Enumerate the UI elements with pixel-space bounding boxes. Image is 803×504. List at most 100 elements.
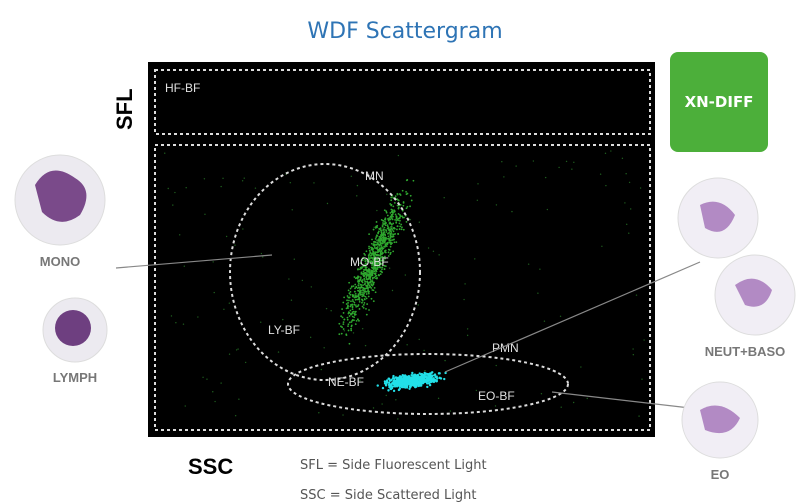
dot bbox=[404, 375, 407, 378]
dot bbox=[365, 250, 368, 253]
dot bbox=[367, 291, 370, 293]
dot bbox=[330, 310, 332, 312]
dot bbox=[376, 276, 378, 279]
cell-eo bbox=[681, 381, 759, 459]
dot bbox=[347, 305, 349, 308]
dot bbox=[383, 268, 386, 271]
dot bbox=[365, 274, 368, 277]
dot bbox=[343, 330, 346, 332]
dot bbox=[348, 296, 351, 299]
dot bbox=[342, 321, 345, 324]
dot bbox=[340, 315, 343, 318]
dot bbox=[380, 237, 383, 240]
dot bbox=[373, 245, 376, 247]
dot bbox=[361, 272, 363, 275]
dot bbox=[382, 259, 385, 261]
dot bbox=[369, 285, 372, 288]
dot bbox=[626, 223, 628, 226]
dot bbox=[363, 302, 366, 304]
dot bbox=[540, 393, 543, 395]
dot bbox=[353, 276, 356, 278]
dot bbox=[353, 316, 356, 319]
dot bbox=[418, 338, 420, 341]
dot bbox=[220, 185, 222, 188]
dot bbox=[384, 224, 387, 227]
dot bbox=[397, 233, 400, 235]
dot bbox=[379, 234, 382, 236]
dot bbox=[477, 183, 479, 185]
dot bbox=[380, 259, 383, 262]
dot bbox=[340, 332, 343, 335]
dot bbox=[393, 226, 396, 229]
dot bbox=[164, 152, 166, 154]
dot bbox=[375, 234, 378, 237]
dot bbox=[356, 195, 358, 197]
dot bbox=[396, 382, 399, 385]
dot bbox=[370, 287, 373, 289]
dot bbox=[427, 382, 431, 385]
dot bbox=[361, 327, 364, 330]
dot bbox=[379, 254, 381, 257]
dot bbox=[340, 325, 342, 328]
dot bbox=[395, 399, 397, 401]
dot bbox=[398, 222, 401, 225]
dot bbox=[374, 237, 377, 240]
dot bbox=[372, 228, 375, 231]
dot bbox=[397, 199, 400, 202]
region-label: NE-BF bbox=[328, 375, 364, 389]
dot bbox=[341, 308, 343, 310]
dot bbox=[391, 381, 394, 385]
dot bbox=[395, 241, 398, 244]
dot bbox=[406, 344, 408, 346]
dot bbox=[361, 305, 364, 308]
dot bbox=[371, 264, 373, 267]
dot bbox=[238, 398, 240, 400]
dot bbox=[367, 256, 370, 259]
dot bbox=[206, 378, 208, 380]
dot bbox=[351, 315, 354, 318]
dot bbox=[511, 210, 513, 213]
dot bbox=[347, 323, 350, 326]
dot bbox=[355, 320, 358, 322]
dot bbox=[410, 199, 413, 202]
dot bbox=[409, 218, 412, 221]
dot bbox=[400, 223, 403, 226]
dot bbox=[412, 179, 415, 182]
dot bbox=[285, 173, 287, 175]
dot bbox=[363, 283, 366, 286]
dot bbox=[352, 332, 355, 334]
dot bbox=[414, 385, 417, 389]
dot bbox=[374, 226, 377, 229]
dot bbox=[390, 223, 393, 226]
dot bbox=[393, 241, 396, 244]
pointer-lines bbox=[115, 254, 701, 409]
dot bbox=[572, 401, 575, 404]
dot bbox=[373, 246, 376, 249]
dot bbox=[371, 271, 374, 274]
dot bbox=[390, 231, 393, 234]
dot bbox=[374, 240, 376, 243]
dot bbox=[379, 270, 382, 273]
dot bbox=[390, 196, 393, 199]
dot bbox=[354, 313, 357, 316]
dot bbox=[378, 238, 380, 240]
dot bbox=[624, 202, 626, 204]
dot bbox=[363, 264, 365, 267]
dot bbox=[213, 291, 215, 294]
dot bbox=[385, 210, 388, 213]
dot bbox=[383, 226, 386, 229]
dot bbox=[370, 246, 372, 249]
dot bbox=[388, 241, 391, 244]
main-box bbox=[154, 144, 651, 431]
dot bbox=[348, 342, 351, 345]
dot bbox=[394, 381, 397, 384]
dot bbox=[361, 299, 364, 301]
dot bbox=[431, 371, 434, 374]
dot bbox=[372, 283, 375, 286]
dot bbox=[369, 261, 372, 263]
dot bbox=[391, 235, 394, 238]
dot bbox=[409, 385, 412, 389]
dot bbox=[389, 228, 392, 231]
dot bbox=[366, 282, 369, 284]
dot bbox=[369, 262, 372, 265]
